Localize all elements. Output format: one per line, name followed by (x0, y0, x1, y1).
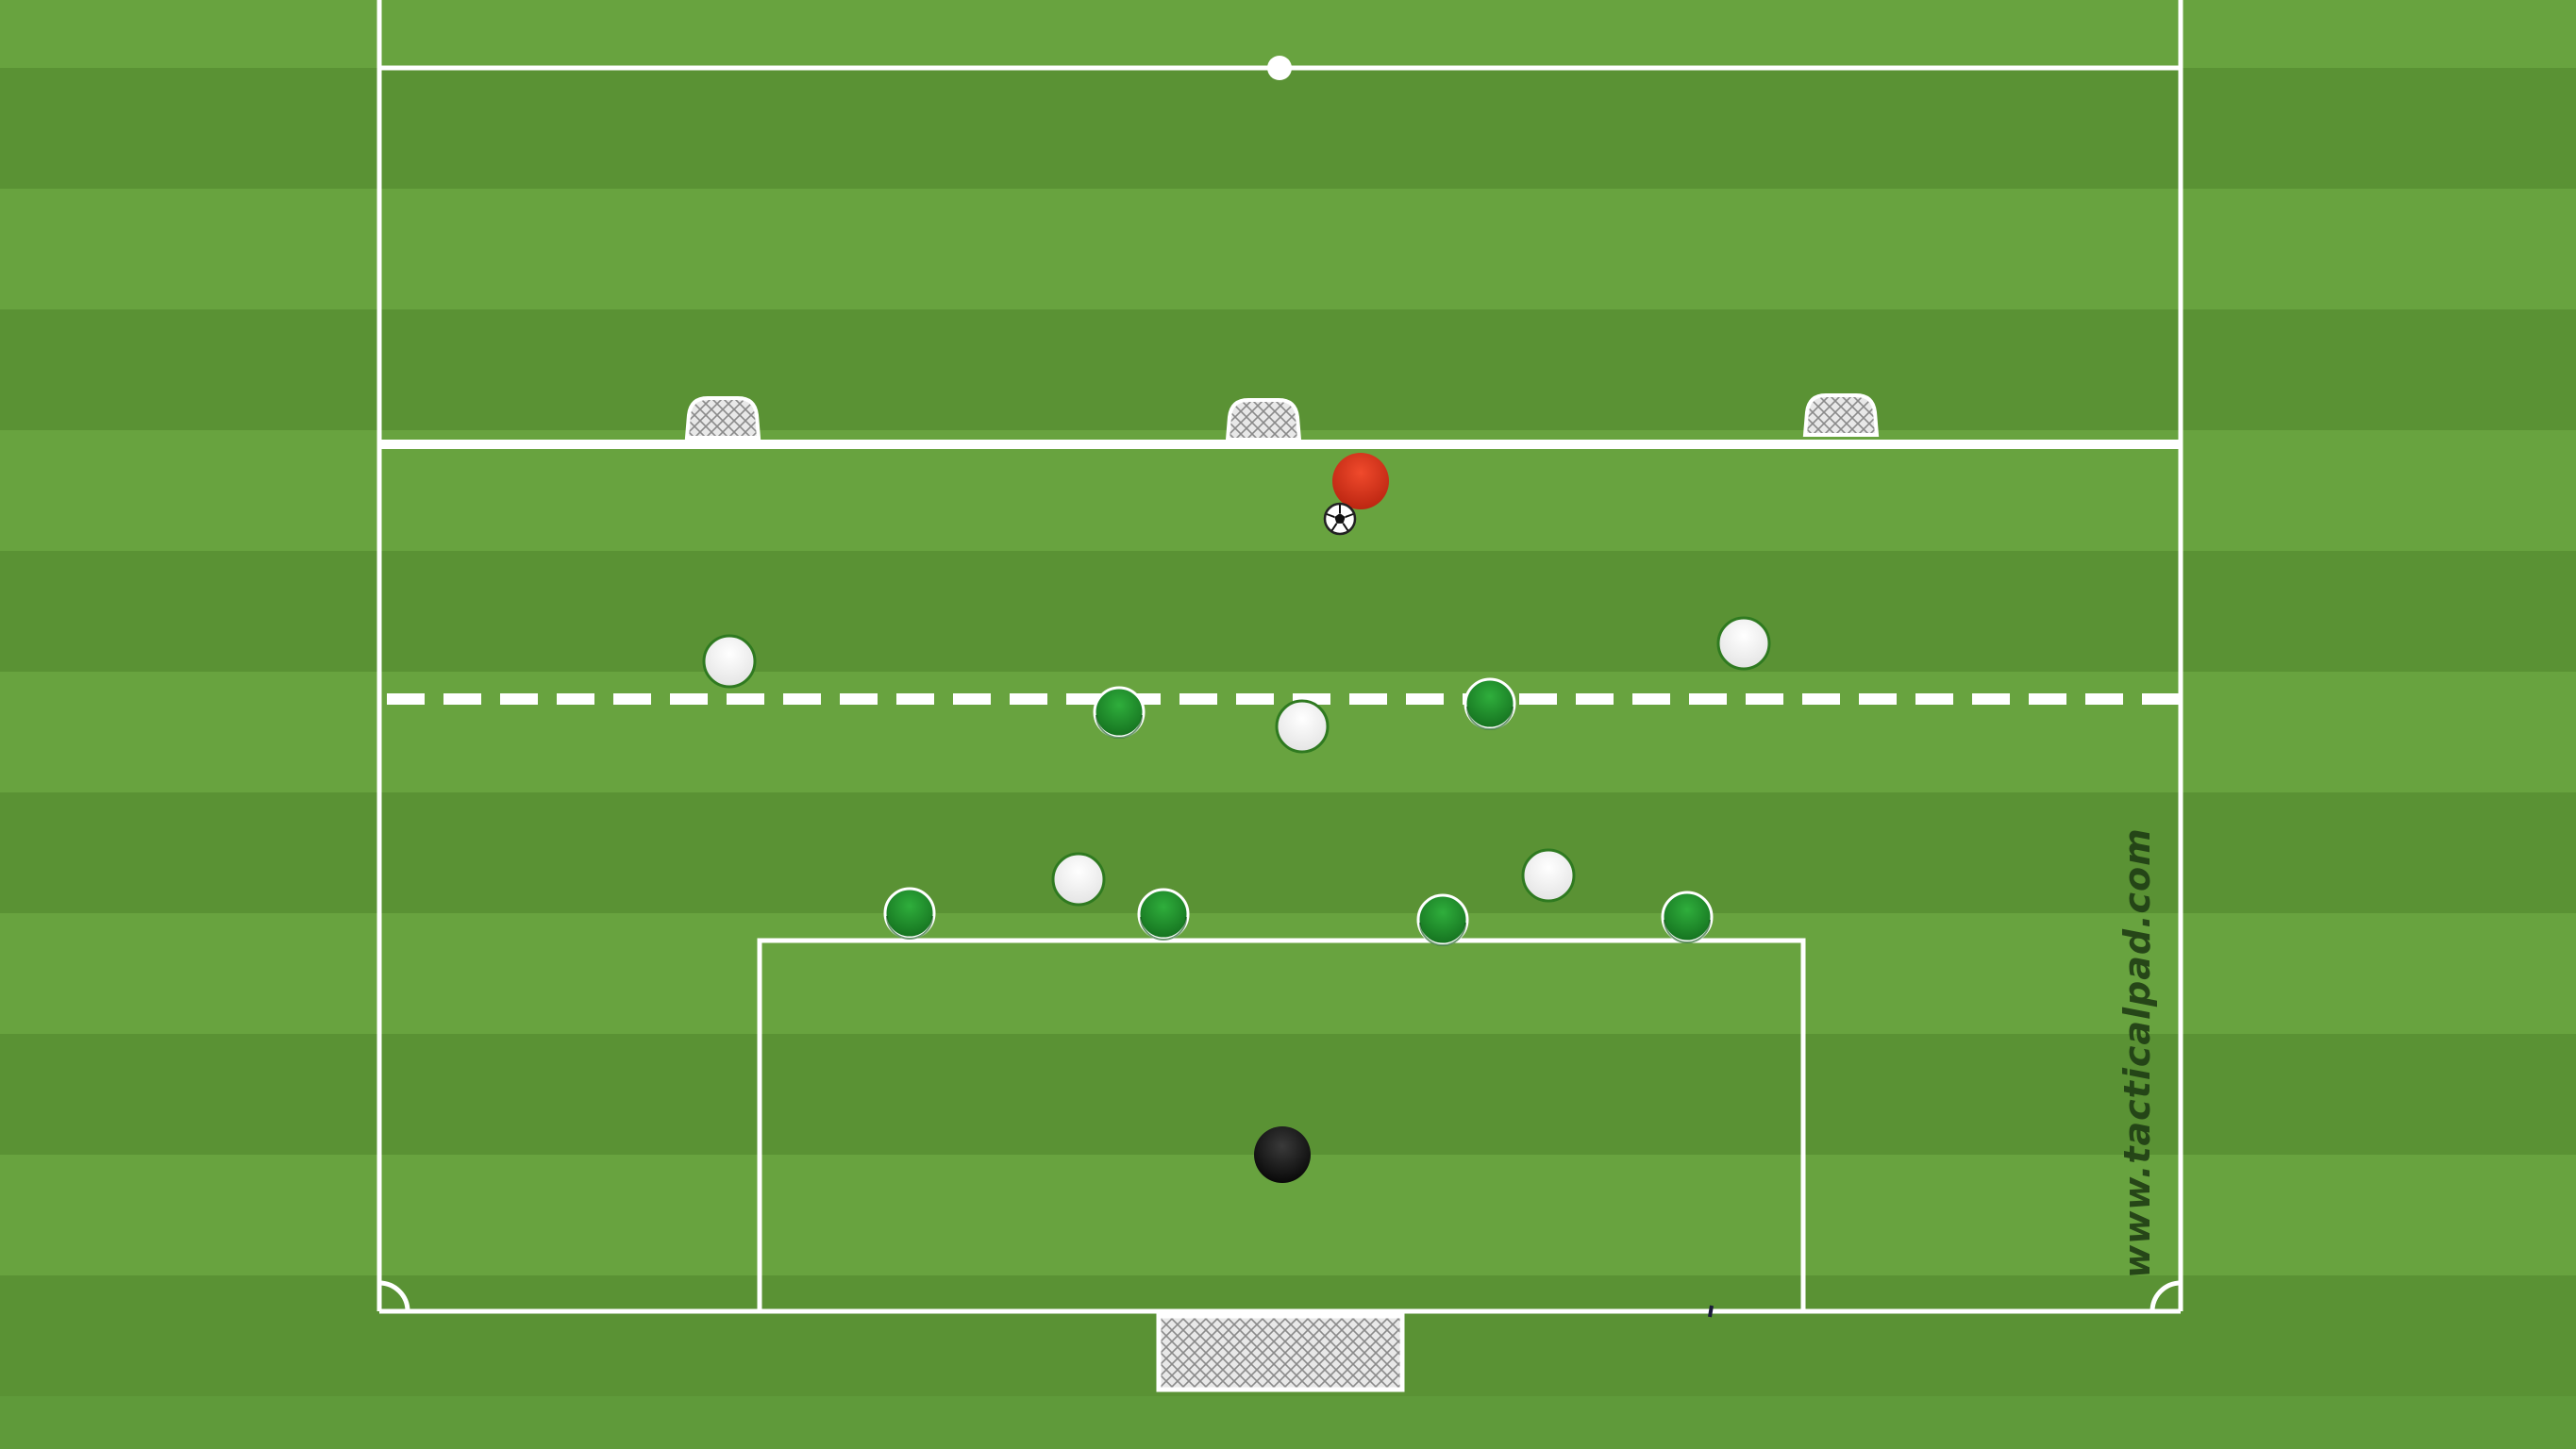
grass-stripe (0, 792, 2576, 913)
mini-goal-right[interactable] (1802, 393, 1880, 437)
corner-arc-left (378, 1280, 410, 1312)
mini-goal-left[interactable] (684, 396, 761, 440)
mini-goals (684, 393, 1880, 441)
grass-stripe (0, 189, 2576, 309)
marker-tick (1708, 1305, 1714, 1318)
white-player[interactable] (702, 634, 757, 689)
grass-stripes (0, 0, 2576, 1396)
red-player[interactable] (1332, 453, 1389, 509)
white-player[interactable] (1051, 852, 1106, 907)
mini-goal-net (1802, 393, 1880, 437)
green-player[interactable] (883, 887, 936, 940)
mini-goal-net (1225, 398, 1302, 441)
white-player[interactable] (1275, 699, 1330, 754)
grass-stripe (0, 430, 2576, 551)
white-player[interactable] (1521, 848, 1576, 903)
green-player[interactable] (1416, 893, 1469, 946)
grass-stripe (0, 913, 2576, 1034)
ball[interactable] (1323, 502, 1357, 536)
main-goal[interactable] (1156, 1310, 1405, 1392)
green-player[interactable] (1464, 677, 1516, 730)
mini-goal-center[interactable] (1225, 398, 1302, 441)
mini-goal-net (684, 396, 761, 440)
corner-arc-right (2149, 1280, 2182, 1312)
white-player[interactable] (1716, 616, 1771, 671)
green-player[interactable] (1137, 888, 1190, 941)
green-player[interactable] (1093, 686, 1146, 739)
grass-stripe (0, 0, 2576, 68)
main-goal-net (1156, 1313, 1405, 1392)
goalkeeper[interactable] (1254, 1126, 1311, 1183)
center-spot (1267, 56, 1292, 80)
green-player[interactable] (1661, 891, 1714, 943)
watermark-text: www.tacticalpad.com (2116, 827, 2158, 1278)
grass-stripe (0, 551, 2576, 672)
grass-stripe (0, 68, 2576, 189)
team-white (702, 616, 1771, 907)
team-green (883, 677, 1714, 946)
